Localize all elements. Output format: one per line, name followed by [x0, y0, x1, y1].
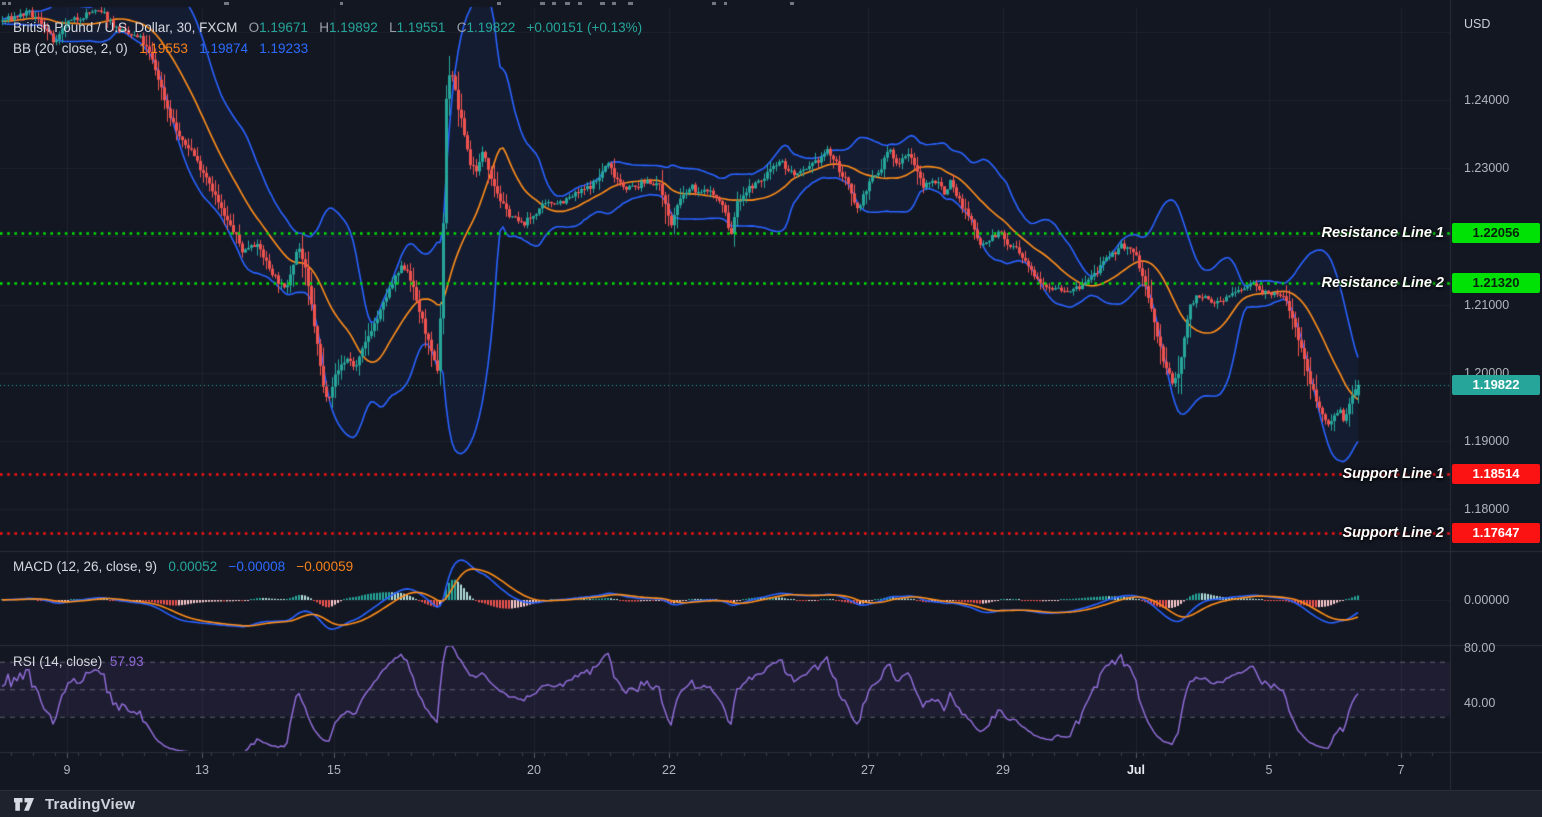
high-value: 1.19892: [328, 20, 378, 35]
price-axis-tick: 1.23000: [1464, 161, 1510, 176]
low-label: L: [389, 20, 397, 35]
resistance-line-label[interactable]: Resistance Line 2: [1321, 274, 1445, 291]
footer-bar: TradingView: [0, 790, 1542, 817]
resistance-line-label[interactable]: Resistance Line 1: [1321, 224, 1445, 241]
brand-name[interactable]: TradingView: [45, 795, 136, 813]
close-value: 1.19822: [466, 20, 516, 35]
clipped-header-text: [0, 0, 1542, 6]
rsi-legend[interactable]: RSI (14, close) 57.93: [13, 654, 144, 669]
macd-line-value: −0.00008: [228, 559, 286, 574]
open-label: O: [248, 20, 260, 35]
rsi-value: 57.93: [109, 654, 144, 669]
price-axis-tick: 1.21000: [1464, 297, 1510, 312]
price-axis-tick: 1.19000: [1464, 434, 1510, 448]
macd-hist-value: 0.00052: [168, 559, 218, 574]
macd-axis-zero: 0.00000: [1464, 593, 1510, 607]
change-value: +0.00151 (+0.13%): [526, 20, 643, 35]
price-axis[interactable]: USD 1.24000 1.23000 1.21000 1.20000 1.19000 1…: [1450, 0, 1542, 790]
rsi-label: RSI (14, close): [13, 654, 103, 669]
rsi-axis-40: 40.00: [1464, 696, 1496, 710]
macd-label: MACD (12, 26, close, 9): [13, 559, 158, 574]
high-label: H: [319, 20, 329, 35]
close-label: C: [456, 20, 467, 35]
support-line-label[interactable]: Support Line 1: [1342, 466, 1445, 483]
macd-signal-value: −0.00059: [296, 559, 354, 574]
bb-lower-value: 1.19233: [259, 41, 309, 56]
bb-upper-value: 1.19874: [199, 41, 248, 56]
open-value: 1.19671: [259, 20, 308, 35]
price-axis-tick: 1.18000: [1464, 502, 1510, 517]
tradingview-logo-icon[interactable]: [13, 797, 37, 812]
rsi-axis-80: 80.00: [1464, 641, 1496, 655]
macd-legend[interactable]: MACD (12, 26, close, 9) 0.00052 −0.00008…: [13, 559, 353, 574]
bb-legend[interactable]: BB (20, close, 2, 0) 1.19553 1.19874 1.1…: [13, 41, 308, 56]
price-axis-tick: 1.24000: [1464, 93, 1510, 107]
support-line-label[interactable]: Support Line 2: [1342, 525, 1445, 542]
bb-label: BB (20, close, 2, 0): [13, 41, 128, 56]
symbol-title: British Pound / U.S. Dollar, 30, FXCM: [13, 20, 238, 35]
symbol-legend[interactable]: British Pound / U.S. Dollar, 30, FXCM O1…: [13, 20, 642, 35]
currency-label: USD: [1464, 17, 1491, 31]
price-axis-tick: 1.20000: [1464, 365, 1510, 380]
bb-basis-value: 1.19553: [139, 41, 188, 56]
low-value: 1.19551: [396, 20, 446, 35]
